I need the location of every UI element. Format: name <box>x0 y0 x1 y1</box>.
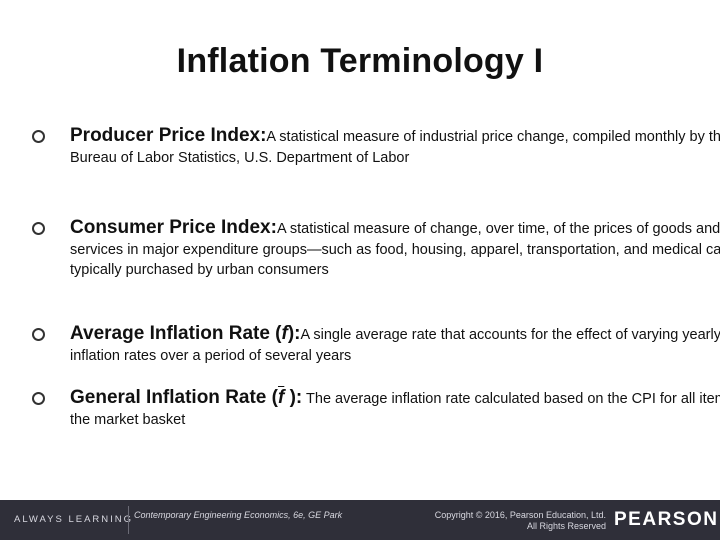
bullet-definition: The average inflation rate calculated ba… <box>70 391 720 428</box>
bullet-circle-icon <box>32 392 45 405</box>
bullet-average-inflation-rate: Average Inflation Rate (f):A single aver… <box>24 322 720 366</box>
bullet-term: General Inflation Rate (f ): <box>70 387 302 408</box>
footer-tagline: ALWAYS LEARNING <box>14 514 134 525</box>
bullet-definition: A statistical measure of change, over ti… <box>70 221 720 278</box>
bullet-text: Producer Price Index:A statistical measu… <box>70 124 720 168</box>
bullet-general-inflation-rate: General Inflation Rate (f ): The average… <box>24 386 720 430</box>
bullet-term-prefix: Average Inflation Rate ( <box>70 323 282 344</box>
bullet-circle-icon <box>32 130 45 143</box>
bullet-term-suffix: ): <box>284 387 303 408</box>
bullet-term: Consumer Price Index: <box>70 217 277 238</box>
footer-divider <box>128 506 129 534</box>
footer-bar: ALWAYS LEARNING Contemporary Engineering… <box>0 500 720 540</box>
bullet-text: General Inflation Rate (f ): The average… <box>70 386 720 430</box>
bullet-term-suffix: ): <box>287 323 301 344</box>
slide-title: Inflation Terminology I <box>176 42 544 80</box>
bullet-producer-price-index: Producer Price Index:A statistical measu… <box>24 124 720 168</box>
pearson-logo: PEARSON <box>614 509 719 530</box>
bullet-text: Consumer Price Index:A statistical measu… <box>70 216 720 280</box>
bullet-text: Average Inflation Rate (f):A single aver… <box>70 322 720 366</box>
general-inflation-symbol: f <box>277 387 285 408</box>
footer-copyright-line2: All Rights Reserved <box>526 521 606 531</box>
bullet-term: Producer Price Index: <box>70 125 267 146</box>
bullet-term: Average Inflation Rate (f): <box>70 323 301 344</box>
bullet-consumer-price-index: Consumer Price Index:A statistical measu… <box>24 216 720 280</box>
footer-copyright: Copyright © 2016, Pearson Education, Ltd… <box>380 510 606 532</box>
bullet-term-prefix: General Inflation Rate ( <box>70 387 278 408</box>
bullet-definition: A statistical measure of industrial pric… <box>70 129 720 166</box>
bullet-circle-icon <box>32 222 45 235</box>
footer-copyright-line1: Copyright © 2016, Pearson Education, Ltd… <box>434 510 606 520</box>
bullet-definition: A single average rate that accounts for … <box>70 327 720 364</box>
footer-book-title: Contemporary Engineering Economics, 6e, … <box>134 510 343 520</box>
bullet-circle-icon <box>32 328 45 341</box>
inflation-symbol: f <box>281 323 288 344</box>
